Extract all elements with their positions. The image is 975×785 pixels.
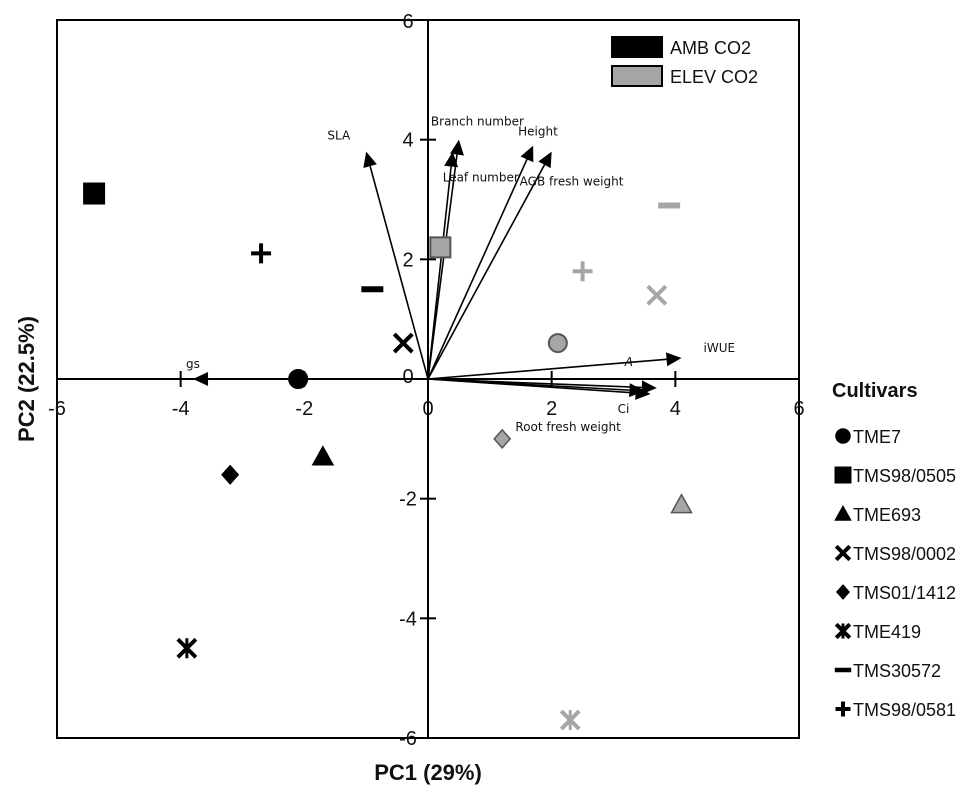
vector-label: iWUE — [704, 341, 736, 355]
y-tick-label: -4 — [399, 608, 417, 630]
vector-arrowhead — [665, 352, 682, 367]
data-point — [572, 261, 593, 282]
vector-line — [427, 358, 667, 380]
vector-label: SLA — [327, 129, 351, 143]
cultivar-marker — [834, 622, 852, 640]
cultivar-label: TMS30572 — [853, 661, 941, 681]
data-point — [221, 464, 240, 485]
x-tick-label: -4 — [172, 398, 190, 420]
data-point — [288, 369, 309, 389]
vector-label: Leaf number — [443, 171, 519, 185]
vector-label: Root fresh weight — [515, 420, 621, 434]
cultivar-label: TMS98/0002 — [853, 544, 956, 564]
vector-label: AGB fresh weight — [520, 175, 624, 189]
vector-arrowhead — [363, 151, 377, 168]
vector-arrowhead — [629, 383, 645, 398]
x-tick-label: 2 — [546, 398, 557, 420]
cultivar-label: TMS01/1412 — [853, 583, 956, 603]
cultivar-label: TME693 — [853, 505, 921, 525]
vector-line — [369, 165, 429, 380]
cultivar-marker — [835, 701, 851, 717]
y-tick-label: 6 — [402, 11, 413, 33]
y-tick-label: 2 — [402, 249, 413, 271]
y-tick-label: -2 — [399, 489, 417, 511]
vector-label: Ci — [618, 402, 630, 416]
data-point — [361, 286, 384, 293]
marker-stroke — [646, 284, 668, 306]
marker-stroke — [834, 544, 852, 562]
vector-line — [427, 378, 630, 391]
vector-label: A — [624, 355, 633, 369]
vector-arrowhead — [641, 380, 657, 395]
data-point — [658, 202, 681, 209]
cultivar-marker — [834, 667, 852, 673]
x-tick-label: 6 — [793, 398, 804, 420]
x-tick-label: 4 — [670, 398, 681, 420]
legend-label: ELEV CO2 — [670, 67, 758, 87]
x-axis-title: PC1 (29%) — [374, 760, 482, 785]
cultivar-label: TMS98/0505 — [853, 466, 956, 486]
vector-line — [427, 166, 452, 380]
vector-line — [427, 164, 546, 380]
x-tick-label: 0 — [422, 398, 433, 420]
data-point — [392, 332, 414, 354]
data-point — [176, 637, 198, 659]
vector-arrowhead — [444, 151, 459, 168]
data-point — [251, 243, 272, 264]
legend-label: AMB CO2 — [670, 38, 751, 58]
data-point — [429, 236, 452, 259]
cultivar-marker — [834, 466, 852, 484]
legend-swatch — [611, 36, 663, 58]
cultivar-label: TMS98/0581 — [853, 700, 956, 720]
data-point — [547, 333, 568, 354]
cultivar-marker — [835, 428, 851, 444]
legend-swatch — [611, 65, 663, 87]
data-point — [559, 709, 581, 731]
vector-label: gs — [186, 357, 200, 371]
vector-label: Height — [518, 125, 558, 139]
data-point — [83, 182, 106, 205]
y-tick-label: 0 — [402, 366, 413, 388]
vector-label: Branch number — [431, 115, 524, 129]
cultivar-marker — [834, 504, 852, 521]
x-tick-label: -6 — [48, 398, 66, 420]
vector-arrowhead — [450, 139, 464, 156]
y-tick-label: 4 — [402, 130, 413, 152]
data-point — [670, 493, 693, 514]
vector-line — [427, 158, 528, 380]
vector-arrowhead — [193, 372, 209, 386]
vector-arrowhead — [520, 145, 534, 163]
marker-stroke — [392, 332, 414, 354]
cultivar-label: TME7 — [853, 427, 901, 447]
cultivar-marker — [834, 544, 852, 562]
cultivar-marker — [835, 584, 851, 600]
y-tick-label: -6 — [399, 728, 417, 750]
x-tick-label: -2 — [295, 398, 313, 420]
data-point — [311, 445, 335, 466]
y-axis-title: PC2 (22.5%) — [14, 316, 39, 442]
cultivar-label: TME419 — [853, 622, 921, 642]
data-point — [493, 428, 512, 449]
data-point — [646, 284, 668, 306]
cultivars-legend-title: Cultivars — [832, 380, 918, 402]
vector-arrowhead — [538, 151, 552, 169]
